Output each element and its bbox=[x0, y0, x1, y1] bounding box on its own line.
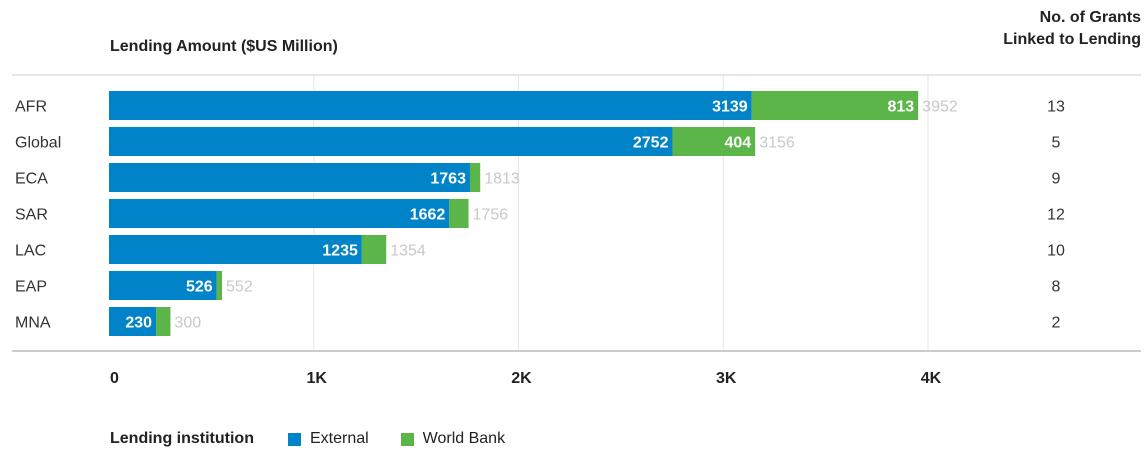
world-bank-value-label: 813 bbox=[887, 99, 914, 116]
x-tick-label: 2K bbox=[511, 370, 532, 387]
total-value-label: 3952 bbox=[922, 99, 958, 116]
grants-count: 9 bbox=[1052, 171, 1061, 188]
legend-swatch-world-bank bbox=[400, 432, 414, 446]
bar-world-bank bbox=[449, 199, 469, 228]
legend-label-external: External bbox=[309, 430, 369, 447]
grants-count: 2 bbox=[1052, 315, 1061, 332]
grants-column-title: No. of Grants Linked to Lending bbox=[1003, 7, 1141, 51]
category-label: LAC bbox=[15, 243, 46, 260]
lending-bar-chart: 0 1K 2K 3K 4K AFR 3139 813 3952 13 Global 2752 404 31… bbox=[12, 74, 1141, 387]
external-value-label: 3139 bbox=[712, 99, 748, 116]
legend-item-world-bank[interactable]: World Bank bbox=[400, 430, 506, 448]
grants-count: 5 bbox=[1052, 135, 1061, 152]
bar-world-bank bbox=[672, 127, 756, 156]
legend-label-world-bank: World Bank bbox=[422, 430, 506, 447]
legend-title: Lending institution bbox=[110, 430, 254, 447]
x-tick-label: 0 bbox=[110, 370, 119, 387]
total-value-label: 1354 bbox=[390, 243, 426, 260]
x-tick-label: 3K bbox=[716, 370, 737, 387]
x-tick-label: 1K bbox=[307, 370, 328, 387]
bar-external bbox=[109, 307, 157, 336]
total-value-label: 1813 bbox=[484, 171, 520, 188]
external-value-label: 1662 bbox=[410, 207, 446, 224]
world-bank-value-label: 404 bbox=[724, 135, 751, 152]
bar-external bbox=[109, 235, 362, 264]
external-value-label: 1235 bbox=[322, 243, 358, 260]
bar-external bbox=[109, 163, 470, 192]
bar-world-bank bbox=[216, 271, 223, 300]
x-tick-label: 4K bbox=[921, 370, 942, 387]
bar-external bbox=[109, 127, 673, 156]
category-label: EAP bbox=[15, 279, 47, 296]
bar-world-bank bbox=[361, 235, 387, 264]
external-value-label: 1763 bbox=[430, 171, 466, 188]
grants-count: 8 bbox=[1052, 279, 1061, 296]
legend-item-external[interactable]: External bbox=[287, 430, 369, 448]
legend: Lending institution External World Bank bbox=[110, 430, 537, 448]
external-value-label: 526 bbox=[186, 279, 213, 296]
category-label: AFR bbox=[15, 99, 47, 116]
total-value-label: 300 bbox=[174, 315, 201, 332]
external-value-label: 230 bbox=[125, 315, 152, 332]
bar-world-bank bbox=[156, 307, 171, 336]
grants-count: 13 bbox=[1047, 99, 1065, 116]
total-value-label: 552 bbox=[226, 279, 253, 296]
category-label: SAR bbox=[15, 207, 48, 224]
bar-external bbox=[109, 199, 450, 228]
bar-external bbox=[109, 271, 217, 300]
category-label: ECA bbox=[15, 171, 48, 188]
grants-title-line-1: No. of Grants bbox=[1039, 9, 1141, 26]
amount-axis-title: Lending Amount ($US Million) bbox=[110, 38, 338, 55]
category-label: MNA bbox=[15, 315, 51, 332]
bar-external bbox=[109, 91, 752, 120]
external-value-label: 2752 bbox=[633, 135, 669, 152]
grants-count: 10 bbox=[1047, 243, 1065, 260]
total-value-label: 1756 bbox=[473, 207, 509, 224]
legend-swatch-external bbox=[287, 432, 301, 446]
grants-title-line-2: Linked to Lending bbox=[1003, 31, 1141, 48]
bar-world-bank bbox=[751, 91, 919, 120]
bar-world-bank bbox=[469, 163, 481, 192]
category-label: Global bbox=[15, 135, 61, 152]
total-value-label: 3156 bbox=[759, 135, 795, 152]
grants-count: 12 bbox=[1047, 207, 1065, 224]
